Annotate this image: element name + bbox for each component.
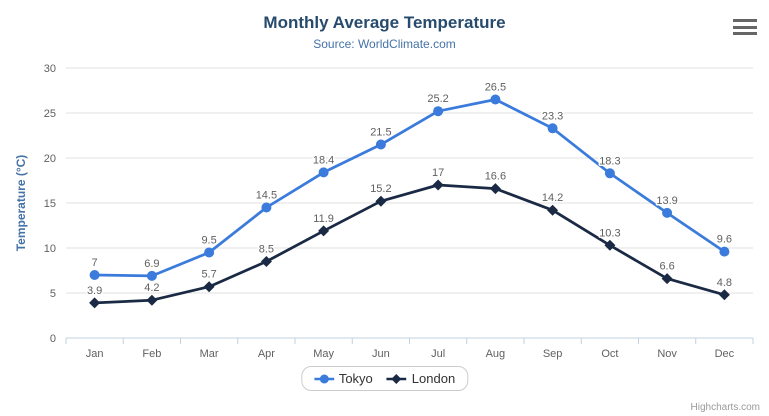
data-label: 6.6 <box>659 261 674 273</box>
data-point-marker[interactable] <box>204 247 215 258</box>
data-point-marker[interactable] <box>318 225 330 237</box>
y-tick-label: 25 <box>44 108 56 120</box>
data-point-marker[interactable] <box>146 294 158 306</box>
data-label: 3.9 <box>87 285 102 297</box>
data-point-marker[interactable] <box>604 239 616 251</box>
legend: Tokyo London <box>300 366 469 391</box>
legend-label: Tokyo <box>338 371 373 386</box>
data-point-marker[interactable] <box>547 123 558 134</box>
y-tick-label: 30 <box>44 63 56 75</box>
data-point-marker[interactable] <box>718 289 730 301</box>
data-label: 13.9 <box>656 195 677 207</box>
data-point-marker[interactable] <box>604 168 615 179</box>
y-axis-title: Temperature (°C) <box>14 154 28 252</box>
data-point-marker[interactable] <box>661 273 673 285</box>
y-tick-label: 0 <box>50 333 56 345</box>
hamburger-bar <box>733 32 757 35</box>
data-point-marker[interactable] <box>261 202 272 213</box>
data-point-marker[interactable] <box>89 270 100 280</box>
data-point-marker[interactable] <box>432 179 444 191</box>
data-label: 23.3 <box>542 110 563 122</box>
data-label: 10.3 <box>599 227 620 239</box>
data-point-marker[interactable] <box>203 281 215 293</box>
data-point-marker[interactable] <box>318 167 329 178</box>
x-tick-label: Apr <box>258 348 275 360</box>
data-label: 8.5 <box>259 244 274 256</box>
series-line-london <box>93 183 726 305</box>
data-point-marker[interactable] <box>260 256 272 267</box>
data-label: 11.9 <box>313 213 334 225</box>
data-point-marker[interactable] <box>489 183 501 195</box>
data-label: 26.5 <box>485 82 506 94</box>
data-label: 7 <box>92 257 98 269</box>
data-label: 14.5 <box>256 190 277 202</box>
data-label: 15.2 <box>370 183 391 195</box>
hamburger-bar <box>733 19 757 22</box>
legend-marker-icon <box>386 373 407 384</box>
x-tick-label: Mar <box>200 348 219 360</box>
legend-label: London <box>411 371 456 386</box>
data-label: 4.2 <box>144 282 159 294</box>
data-point-marker[interactable] <box>433 106 444 117</box>
data-label: 9.5 <box>201 235 216 247</box>
data-point-marker[interactable] <box>719 246 730 257</box>
data-label: 5.7 <box>201 269 216 281</box>
y-tick-label: 5 <box>50 288 56 300</box>
chart-subtitle: Source: WorldClimate.com <box>313 37 456 51</box>
x-tick-label: Jun <box>372 348 390 360</box>
legend-item-london[interactable]: London <box>386 371 456 386</box>
x-tick-label: Oct <box>601 348 618 360</box>
data-label: 9.6 <box>717 234 732 246</box>
data-point-marker[interactable] <box>375 195 387 207</box>
data-label: 16.6 <box>485 171 506 183</box>
x-tick-label: May <box>313 348 334 360</box>
y-tick-label: 20 <box>44 153 56 165</box>
data-point-marker[interactable] <box>146 270 157 281</box>
data-label: 25.2 <box>427 93 448 105</box>
data-label: 14.2 <box>542 192 563 204</box>
x-tick-label: Dec <box>715 348 735 360</box>
legend-marker-icon <box>313 374 334 383</box>
hamburger-bar <box>733 25 757 29</box>
series-line-tokyo <box>93 98 726 278</box>
data-point-marker[interactable] <box>375 139 386 150</box>
data-label: 4.8 <box>717 277 732 289</box>
data-label: 6.9 <box>144 258 159 270</box>
x-tick-label: Feb <box>142 348 161 360</box>
data-label: 21.5 <box>370 127 391 139</box>
x-tick-label: Aug <box>486 348 506 360</box>
x-tick-label: Sep <box>543 348 563 360</box>
data-label: 18.3 <box>599 155 620 167</box>
data-point-marker[interactable] <box>547 204 559 216</box>
legend-item-tokyo[interactable]: Tokyo <box>313 371 373 386</box>
data-label: 18.4 <box>313 154 334 166</box>
data-point-marker[interactable] <box>662 207 673 218</box>
x-tick-label: Jul <box>431 348 445 360</box>
chart-title: Monthly Average Temperature <box>263 13 506 32</box>
y-tick-label: 10 <box>44 243 56 255</box>
data-label: 17 <box>432 167 444 179</box>
hamburger-menu-icon[interactable] <box>733 19 757 35</box>
data-point-marker[interactable] <box>490 94 501 105</box>
data-point-marker[interactable] <box>89 297 101 309</box>
x-tick-label: Nov <box>657 348 677 360</box>
y-tick-label: 15 <box>44 198 56 210</box>
highcharts-credit[interactable]: Highcharts.com <box>690 402 760 413</box>
x-tick-label: Jan <box>86 348 104 360</box>
